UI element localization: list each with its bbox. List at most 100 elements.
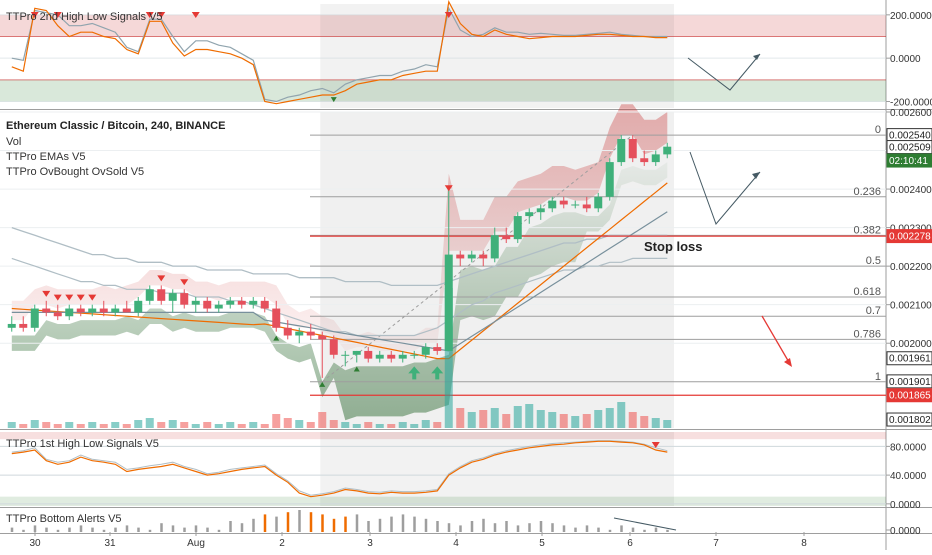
candle-body[interactable] xyxy=(53,312,62,317)
candle-body[interactable] xyxy=(398,354,407,359)
volume-bar xyxy=(341,422,350,428)
candle-body[interactable] xyxy=(237,300,246,305)
candle-body[interactable] xyxy=(525,212,534,217)
panel-price[interactable]: 0 0.236 0.382 0.5 0.618 0.7 0.786 1 xyxy=(0,104,886,428)
volume-bar xyxy=(663,420,672,428)
candle-body[interactable] xyxy=(272,308,281,328)
candle-body[interactable] xyxy=(65,308,74,317)
candle-body[interactable] xyxy=(306,331,315,336)
x-axis-label: 31 xyxy=(104,538,116,549)
candle-body[interactable] xyxy=(168,293,177,301)
alert-bar xyxy=(551,523,554,532)
ema-long-line xyxy=(11,226,668,287)
volume-bar xyxy=(283,418,292,428)
candle-body[interactable] xyxy=(42,308,51,313)
candle-body[interactable] xyxy=(375,354,384,359)
alert-bar xyxy=(332,518,336,532)
candle-body[interactable] xyxy=(490,235,499,259)
candle-body[interactable] xyxy=(329,339,338,355)
alert-bar xyxy=(528,523,531,532)
candle-body[interactable] xyxy=(479,254,488,259)
candle-body[interactable] xyxy=(467,254,476,259)
price-badge xyxy=(886,229,932,244)
price-badge-label: 0.002540 xyxy=(889,131,931,142)
candle-body[interactable] xyxy=(111,308,120,313)
candle-body[interactable] xyxy=(640,158,649,163)
panel-2nd-high-low[interactable] xyxy=(0,0,886,108)
volume-bar xyxy=(548,412,557,428)
candle-body[interactable] xyxy=(88,308,97,313)
candle-body[interactable] xyxy=(76,308,85,313)
alert-bar xyxy=(321,514,324,532)
candle-body[interactable] xyxy=(410,354,419,356)
alert-bar xyxy=(56,529,60,532)
sell-signal-marker xyxy=(145,12,154,18)
candle-body[interactable] xyxy=(651,154,660,163)
alert-bar xyxy=(344,516,347,532)
volume-bar xyxy=(617,402,626,428)
symbol-title: Ethereum Classic / Bitcoin, 240, BINANCE xyxy=(6,120,225,132)
candle-body[interactable] xyxy=(617,138,626,163)
candle-body[interactable] xyxy=(99,308,108,313)
alert-bar xyxy=(505,521,508,532)
candle-body[interactable] xyxy=(663,146,672,155)
candle-body[interactable] xyxy=(214,304,223,309)
candle-body[interactable] xyxy=(318,335,327,340)
panel-1st-high-low[interactable] xyxy=(0,432,886,506)
alert-bar xyxy=(114,527,117,532)
x-axis-label: 2 xyxy=(279,538,285,549)
candle-body[interactable] xyxy=(295,331,304,336)
candle-body[interactable] xyxy=(582,204,591,209)
candle-body[interactable] xyxy=(19,323,28,328)
candle-body[interactable] xyxy=(122,308,131,313)
volume-bar xyxy=(7,422,16,428)
candle-body[interactable] xyxy=(260,300,269,309)
candle-body[interactable] xyxy=(180,293,189,305)
price-axis-label: 0.002400 xyxy=(890,185,932,196)
candle-body[interactable] xyxy=(283,327,292,336)
candle-body[interactable] xyxy=(571,204,580,206)
candle-body[interactable] xyxy=(456,254,465,259)
candle-body[interactable] xyxy=(548,200,557,209)
candle-body[interactable] xyxy=(513,216,522,240)
volume-bar xyxy=(145,418,154,428)
panel-bottom-alerts[interactable] xyxy=(10,510,677,532)
volume-bar xyxy=(249,422,258,428)
candle-body[interactable] xyxy=(249,300,258,305)
candle-body[interactable] xyxy=(364,350,373,359)
candle-body[interactable] xyxy=(7,323,16,328)
alert-bar xyxy=(91,527,94,532)
alert-bar xyxy=(125,525,129,532)
candle-body[interactable] xyxy=(226,300,235,305)
candle-body[interactable] xyxy=(559,200,568,205)
fib-level-label: 0.786 xyxy=(853,328,881,340)
candle-body[interactable] xyxy=(203,300,212,309)
alert-bar xyxy=(79,525,83,532)
candle-body[interactable] xyxy=(502,235,511,240)
candle-body[interactable] xyxy=(191,300,200,305)
candle-body[interactable] xyxy=(628,138,637,159)
ema-red-cloud xyxy=(11,104,668,351)
buy-arrow-icon xyxy=(431,366,444,380)
candle-body[interactable] xyxy=(387,354,396,359)
trend-line xyxy=(613,517,677,531)
candle-body[interactable] xyxy=(341,354,350,356)
candle-body[interactable] xyxy=(157,289,166,301)
candle-body[interactable] xyxy=(594,196,603,209)
candle-body[interactable] xyxy=(433,347,442,351)
candle-body[interactable] xyxy=(421,347,430,355)
alert-bar xyxy=(275,516,278,532)
price-axis-label: 0.002600 xyxy=(890,108,932,119)
alert-bar xyxy=(171,525,175,532)
candle-body[interactable] xyxy=(134,300,143,313)
oversold-band xyxy=(0,496,886,506)
candle-body[interactable] xyxy=(352,350,361,355)
candle-body[interactable] xyxy=(30,308,39,328)
candle-body[interactable] xyxy=(605,162,614,197)
alert-bar xyxy=(263,514,267,532)
candle-body[interactable] xyxy=(536,208,545,213)
candle-body[interactable] xyxy=(444,254,453,351)
candle-body[interactable] xyxy=(145,289,154,301)
price-axis-label: 0.002200 xyxy=(890,262,932,273)
